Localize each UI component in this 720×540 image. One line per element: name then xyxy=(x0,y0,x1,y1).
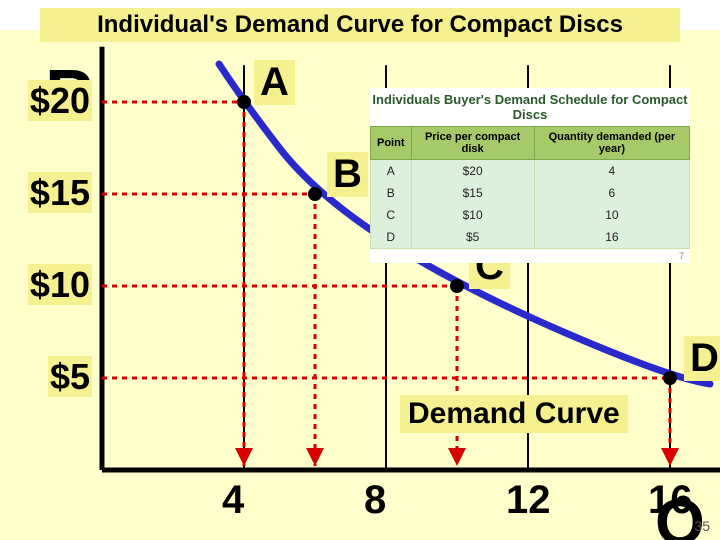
table-cell: A xyxy=(371,160,412,183)
schedule-title: Individuals Buyer's Demand Schedule for … xyxy=(370,88,690,126)
table-cell: $10 xyxy=(411,204,534,226)
x-tick-label: 12 xyxy=(506,478,551,523)
demand-curve-label: Demand Curve xyxy=(400,395,628,433)
schedule-col-header: Point xyxy=(371,127,412,160)
point-label-d: D xyxy=(684,336,720,381)
table-cell: $20 xyxy=(411,160,534,183)
table-cell: $15 xyxy=(411,182,534,204)
x-tick-label: 16 xyxy=(648,478,693,523)
y-tick-label: $20 xyxy=(2,80,92,122)
table-row: D$516 xyxy=(371,226,690,249)
x-tick-label: 8 xyxy=(364,478,386,523)
y-tick-label: $15 xyxy=(2,172,92,214)
page-number: 35 xyxy=(694,518,710,534)
demand-schedule-table: Individuals Buyer's Demand Schedule for … xyxy=(370,88,690,263)
table-row: B$156 xyxy=(371,182,690,204)
table-cell: D xyxy=(371,226,412,249)
table-cell: 16 xyxy=(534,226,689,249)
table-cell: 4 xyxy=(534,160,689,183)
table-row: A$204 xyxy=(371,160,690,183)
schedule-col-header: Quantity demanded (per year) xyxy=(534,127,689,160)
schedule-table: PointPrice per compact diskQuantity dema… xyxy=(370,126,690,249)
table-cell: C xyxy=(371,204,412,226)
table-cell: 10 xyxy=(534,204,689,226)
y-tick-label: $5 xyxy=(2,356,92,398)
slide: P Q $20$15$10$5 481216 ABCD Demand Curve… xyxy=(0,0,720,540)
point-label-b: B xyxy=(327,152,368,197)
table-cell: 6 xyxy=(534,182,689,204)
chart-area: P Q $20$15$10$5 481216 ABCD Demand Curve… xyxy=(0,30,720,540)
slide-title: Individual's Demand Curve for Compact Di… xyxy=(40,8,680,42)
table-cell: B xyxy=(371,182,412,204)
schedule-col-header: Price per compact disk xyxy=(411,127,534,160)
schedule-footnote: 7 xyxy=(370,249,690,263)
table-cell: $5 xyxy=(411,226,534,249)
table-row: C$1010 xyxy=(371,204,690,226)
x-tick-label: 4 xyxy=(222,478,244,523)
point-label-a: A xyxy=(254,60,295,105)
y-tick-label: $10 xyxy=(2,264,92,306)
